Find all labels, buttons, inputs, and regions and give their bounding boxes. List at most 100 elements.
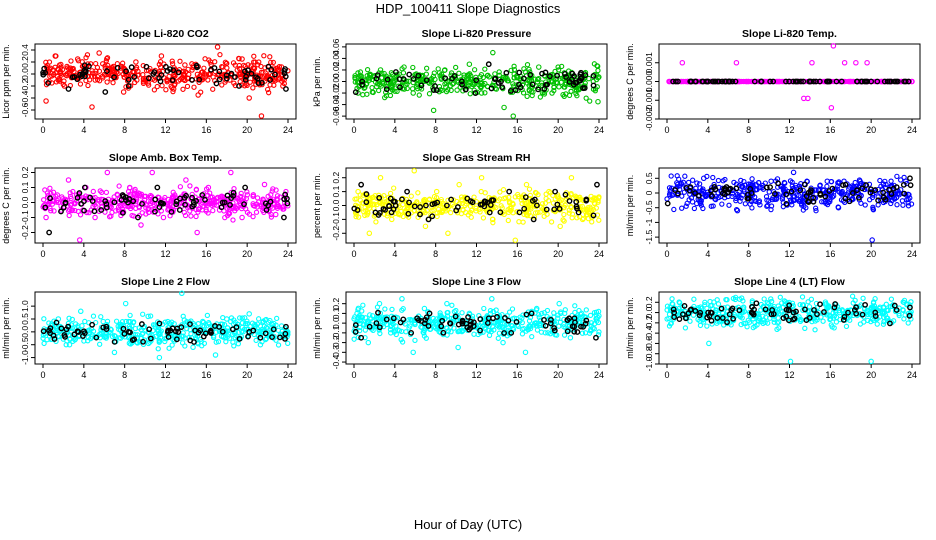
data-point	[790, 78, 797, 85]
data-point	[418, 82, 425, 89]
data-point	[59, 194, 65, 200]
panel-title: Slope Line 4 (LT) Flow	[734, 276, 845, 288]
data-point	[461, 74, 467, 80]
data-point	[478, 174, 485, 181]
data-point	[432, 83, 438, 89]
data-point	[237, 73, 244, 80]
data-point	[104, 169, 111, 176]
data-point	[47, 195, 53, 202]
data-point	[175, 69, 182, 76]
data-point	[99, 73, 106, 79]
data-point	[108, 213, 114, 219]
y-axis-label: degrees C per min.	[1, 167, 11, 244]
x-tick-label: 8	[746, 249, 751, 259]
data-point	[410, 76, 417, 82]
data-point	[376, 300, 383, 307]
data-point	[443, 88, 450, 95]
data-point	[590, 82, 597, 89]
data-point	[82, 318, 88, 325]
data-point	[133, 59, 139, 65]
data-point	[283, 86, 289, 92]
data-point	[187, 183, 193, 189]
data-point	[529, 334, 535, 340]
data-point	[77, 237, 83, 243]
data-point	[691, 296, 697, 302]
data-point	[719, 78, 726, 85]
data-point	[78, 308, 84, 315]
data-point	[352, 74, 358, 81]
data-point	[132, 79, 138, 86]
x-tick-label: 12	[471, 125, 481, 135]
data-point	[413, 83, 420, 90]
data-point	[513, 319, 520, 325]
x-tick-label: 20	[866, 249, 876, 259]
data-point	[704, 323, 710, 329]
panel-title: Slope Amb. Box Temp.	[109, 152, 222, 164]
x-tick-label: 16	[512, 370, 522, 380]
data-point	[269, 205, 276, 211]
x-tick-label: 0	[664, 249, 669, 259]
y-tick-label: 0.000	[644, 71, 654, 93]
x-tick-label: 8	[433, 370, 438, 380]
data-point	[692, 78, 699, 85]
data-point	[244, 192, 251, 198]
data-point	[541, 86, 548, 92]
data-point	[472, 90, 479, 96]
data-point	[593, 334, 599, 341]
data-point	[51, 208, 57, 214]
data-point	[766, 189, 772, 195]
data-point	[687, 318, 693, 324]
x-tick-label: 20	[553, 125, 563, 135]
data-point	[119, 60, 126, 66]
data-point	[202, 74, 208, 80]
data-point	[57, 68, 63, 75]
data-point	[596, 217, 602, 223]
data-point	[154, 184, 161, 191]
data-point	[685, 179, 692, 186]
data-point	[247, 79, 253, 85]
data-point	[54, 192, 61, 198]
x-tick-label: 4	[705, 249, 710, 259]
data-point	[830, 43, 837, 49]
data-point	[467, 91, 473, 97]
data-point	[352, 73, 358, 79]
data-point	[45, 80, 52, 86]
data-point	[478, 188, 484, 195]
data-point	[853, 59, 859, 66]
x-tick-label: 12	[160, 370, 170, 380]
data-point	[182, 212, 189, 219]
data-point	[505, 217, 511, 224]
data-point	[450, 81, 456, 87]
data-point	[265, 86, 271, 93]
series-outlier-points	[666, 43, 915, 111]
data-point	[128, 64, 135, 71]
y-tick-label: 0.2	[20, 166, 30, 178]
panel-title: Slope Gas Stream RH	[423, 152, 531, 164]
data-point	[802, 181, 808, 188]
data-point	[749, 176, 755, 182]
data-point	[181, 209, 187, 216]
data-point	[455, 344, 461, 351]
data-point	[89, 104, 95, 110]
data-point	[668, 173, 674, 179]
data-point	[131, 74, 138, 80]
data-point	[503, 69, 510, 76]
data-point	[473, 77, 480, 84]
y-tick-label: -0.002	[644, 107, 654, 131]
data-point	[874, 78, 881, 85]
data-point	[532, 76, 538, 82]
data-point	[251, 65, 258, 72]
data-point	[43, 214, 49, 221]
data-point	[508, 67, 514, 74]
data-point	[65, 177, 72, 183]
x-tick-label: 12	[471, 370, 481, 380]
data-point	[82, 73, 88, 80]
data-point	[169, 58, 175, 64]
data-point	[556, 300, 562, 307]
data-point	[514, 75, 520, 81]
data-point	[749, 205, 755, 211]
data-point	[847, 78, 854, 85]
